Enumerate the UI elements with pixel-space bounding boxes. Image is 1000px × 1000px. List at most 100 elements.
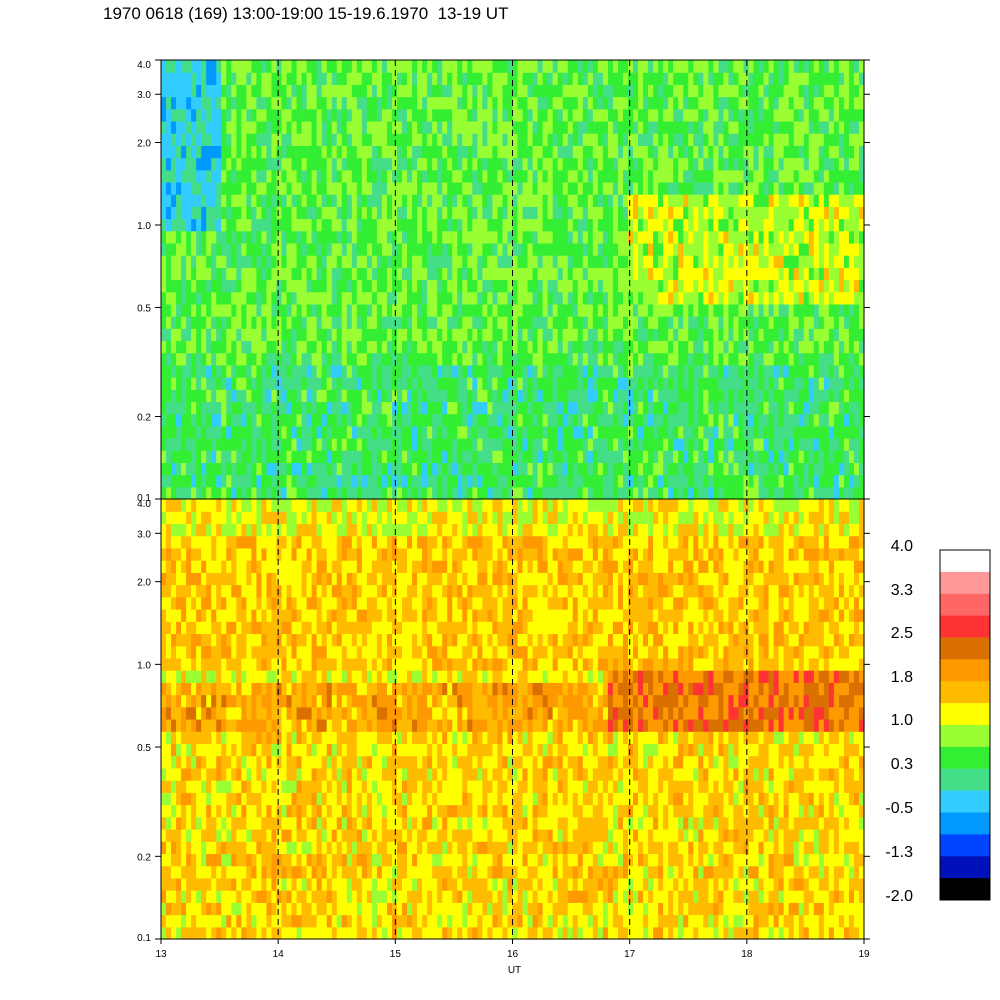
heatmap-cell xyxy=(813,206,820,220)
heatmap-cell xyxy=(391,462,398,476)
heatmap-cell xyxy=(522,255,529,268)
spectrogram-panel-top: 4.03.02.01.00.50.20.1 xyxy=(137,59,870,504)
heatmap-cell xyxy=(381,462,388,476)
heatmap-cell xyxy=(728,279,735,293)
heatmap-cell xyxy=(633,96,639,110)
heatmap-cell xyxy=(597,279,604,293)
heatmap-cell xyxy=(321,120,328,134)
heatmap-cell xyxy=(462,157,468,171)
heatmap-cell xyxy=(728,242,735,256)
heatmap-cell xyxy=(728,84,735,98)
heatmap-cell xyxy=(783,303,790,317)
heatmap-cell xyxy=(166,486,172,500)
heatmap-cell xyxy=(683,169,689,183)
heatmap-cell xyxy=(678,181,684,195)
heatmap-cell xyxy=(638,218,644,232)
heatmap-cell xyxy=(788,169,795,183)
heatmap-cell xyxy=(356,462,363,476)
heatmap-cell xyxy=(718,328,724,342)
heatmap-cell xyxy=(417,425,423,439)
heatmap-cell xyxy=(567,145,574,159)
heatmap-cell xyxy=(713,169,719,183)
heatmap-cell xyxy=(668,340,674,354)
heatmap-cell xyxy=(311,401,318,415)
heatmap-cell xyxy=(688,145,694,159)
heatmap-cell xyxy=(196,462,202,476)
heatmap-cell xyxy=(763,230,770,244)
heatmap-cell xyxy=(698,438,704,451)
heatmap-cell xyxy=(758,267,765,281)
heatmap-cell xyxy=(256,474,263,488)
heatmap-cell xyxy=(828,450,835,464)
heatmap-cell xyxy=(386,352,393,366)
heatmap-cell xyxy=(356,181,363,195)
heatmap-cell xyxy=(502,242,509,256)
heatmap-cell xyxy=(828,303,835,317)
heatmap-cell xyxy=(522,206,529,220)
heatmap-cell xyxy=(311,486,318,500)
heatmap-cell xyxy=(663,72,669,85)
heatmap-cell xyxy=(266,206,273,220)
heatmap-cell xyxy=(592,291,599,305)
heatmap-cell xyxy=(793,389,800,403)
heatmap-cell xyxy=(708,316,714,329)
heatmap-cell xyxy=(412,194,418,207)
heatmap-cell xyxy=(638,145,644,159)
heatmap-cell xyxy=(828,133,835,146)
heatmap-cell xyxy=(161,169,167,183)
heatmap-cell xyxy=(537,133,544,146)
heatmap-cell xyxy=(402,242,408,256)
heatmap-cell xyxy=(763,364,770,378)
heatmap-cell xyxy=(763,218,770,232)
heatmap-cell xyxy=(507,206,514,220)
heatmap-cell xyxy=(201,157,207,171)
heatmap-cell xyxy=(848,255,855,268)
heatmap-cell xyxy=(412,181,418,195)
heatmap-cell xyxy=(391,157,398,171)
heatmap-cell xyxy=(376,60,383,73)
heatmap-cell xyxy=(537,120,544,134)
heatmap-cell xyxy=(266,96,273,110)
heatmap-cell xyxy=(547,255,554,268)
heatmap-cell xyxy=(386,267,393,281)
heatmap-cell xyxy=(427,291,433,305)
heatmap-cell xyxy=(517,157,524,171)
heatmap-cell xyxy=(713,60,719,73)
heatmap-cell xyxy=(733,133,740,146)
heatmap-cell xyxy=(487,242,494,256)
heatmap-cell xyxy=(311,340,318,354)
heatmap-cell xyxy=(828,425,835,439)
heatmap-cell xyxy=(366,157,373,171)
heatmap-cell xyxy=(648,267,654,281)
heatmap-cell xyxy=(713,181,719,195)
heatmap-cell xyxy=(251,218,258,232)
heatmap-cell xyxy=(723,316,730,329)
heatmap-cell xyxy=(703,230,709,244)
heatmap-cell xyxy=(768,279,775,293)
heatmap-cell xyxy=(572,84,579,98)
heatmap-cell xyxy=(527,267,534,281)
heatmap-cell xyxy=(341,145,348,159)
heatmap-cell xyxy=(397,72,403,85)
heatmap-cell xyxy=(442,340,448,354)
heatmap-cell xyxy=(346,72,353,85)
heatmap-cell xyxy=(442,316,448,329)
heatmap-cell xyxy=(492,364,499,378)
heatmap-cell xyxy=(361,364,368,378)
heatmap-cell xyxy=(773,120,780,134)
heatmap-cell xyxy=(311,377,318,390)
heatmap-cell xyxy=(838,486,845,500)
heatmap-cell xyxy=(427,206,433,220)
heatmap-cell xyxy=(738,60,745,73)
heatmap-cell xyxy=(271,425,278,439)
heatmap-cell xyxy=(251,108,258,122)
heatmap-cell xyxy=(748,352,755,366)
heatmap-cell xyxy=(577,364,584,378)
heatmap-cell xyxy=(853,413,860,427)
heatmap-cell xyxy=(502,72,509,85)
heatmap-cell xyxy=(286,425,293,439)
heatmap-cell xyxy=(422,303,428,317)
heatmap-cell xyxy=(678,255,684,268)
heatmap-cell xyxy=(673,364,679,378)
heatmap-cell xyxy=(301,96,308,110)
